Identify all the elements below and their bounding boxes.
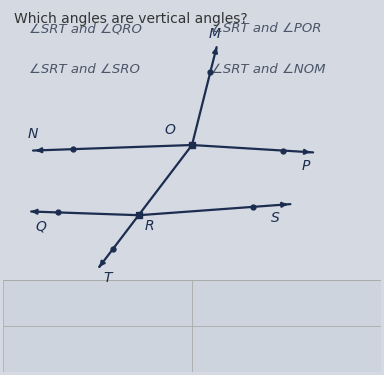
Text: S: S bbox=[271, 211, 280, 225]
Text: O: O bbox=[164, 123, 175, 137]
Text: R: R bbox=[145, 219, 154, 233]
Text: T: T bbox=[103, 271, 112, 285]
Text: M: M bbox=[209, 27, 221, 41]
Text: Which angles are vertical angles?: Which angles are vertical angles? bbox=[14, 12, 248, 26]
Text: ∠SRT and ∠POR: ∠SRT and ∠POR bbox=[211, 22, 321, 35]
Text: Q: Q bbox=[35, 219, 46, 233]
Bar bbox=[3, 280, 381, 372]
Text: N: N bbox=[28, 127, 38, 141]
Text: ∠SRT and ∠QRO: ∠SRT and ∠QRO bbox=[29, 22, 142, 35]
Text: ∠SRT and ∠NOM: ∠SRT and ∠NOM bbox=[211, 63, 325, 76]
Text: P: P bbox=[301, 159, 310, 173]
Text: ∠SRT and ∠SRO: ∠SRT and ∠SRO bbox=[29, 63, 140, 76]
